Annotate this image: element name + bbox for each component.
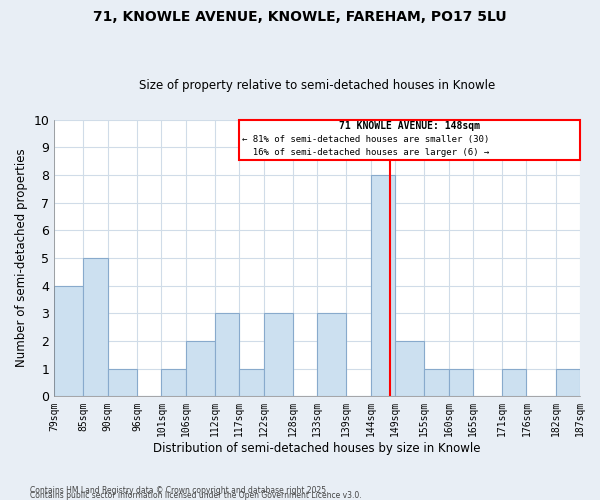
Bar (263, 314, 293, 396)
Text: ← 81% of semi-detached houses are smaller (30): ← 81% of semi-detached houses are smalle… (242, 135, 489, 144)
Bar (186, 341, 215, 396)
Text: 71 KNOWLE AVENUE: 148sqm: 71 KNOWLE AVENUE: 148sqm (339, 121, 480, 131)
Bar (215, 314, 239, 396)
Bar (395, 341, 424, 396)
Bar (449, 368, 473, 396)
Text: Contains HM Land Registry data © Crown copyright and database right 2025.: Contains HM Land Registry data © Crown c… (30, 486, 329, 495)
Text: 71, KNOWLE AVENUE, KNOWLE, FAREHAM, PO17 5LU: 71, KNOWLE AVENUE, KNOWLE, FAREHAM, PO17… (93, 10, 507, 24)
Bar (108, 368, 137, 396)
X-axis label: Distribution of semi-detached houses by size in Knowle: Distribution of semi-detached houses by … (154, 442, 481, 455)
Bar (161, 368, 186, 396)
Bar (371, 175, 395, 396)
Bar (556, 368, 580, 396)
Bar (502, 368, 526, 396)
Bar (239, 368, 263, 396)
Bar (317, 314, 346, 396)
Text: Contains public sector information licensed under the Open Government Licence v3: Contains public sector information licen… (30, 491, 362, 500)
Bar (424, 368, 449, 396)
Title: Size of property relative to semi-detached houses in Knowle: Size of property relative to semi-detach… (139, 79, 495, 92)
Text: 16% of semi-detached houses are larger (6) →: 16% of semi-detached houses are larger (… (242, 148, 489, 158)
FancyBboxPatch shape (239, 120, 580, 160)
Bar (83, 258, 108, 396)
Y-axis label: Number of semi-detached properties: Number of semi-detached properties (15, 148, 28, 368)
Bar (54, 286, 83, 397)
